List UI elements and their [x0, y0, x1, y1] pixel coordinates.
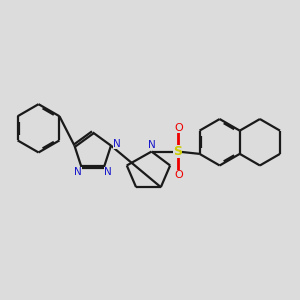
Text: N: N — [148, 140, 155, 150]
Text: O: O — [174, 170, 183, 180]
Text: N: N — [104, 167, 112, 177]
Text: N: N — [74, 167, 82, 177]
Text: S: S — [173, 145, 182, 158]
Text: N: N — [113, 139, 121, 149]
Text: O: O — [174, 123, 183, 133]
